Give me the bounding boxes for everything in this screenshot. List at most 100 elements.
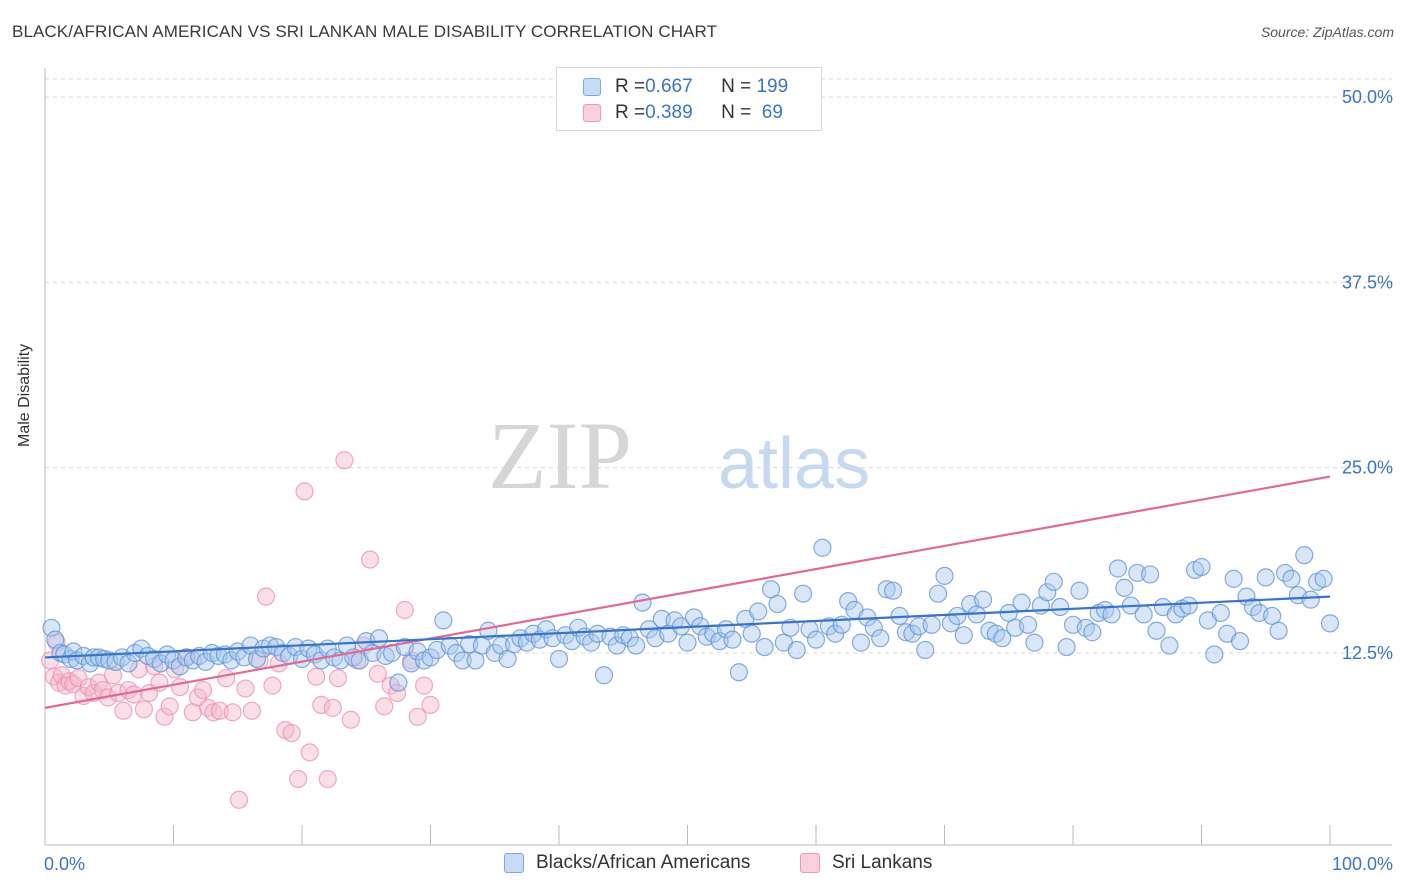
legend-swatch-blue [583, 78, 601, 96]
black-african-american-point [1012, 593, 1031, 612]
legend-r-value: 0.667 [645, 76, 693, 97]
sri-lankan-point [307, 667, 326, 686]
legend: R = 0.667 N = 199 R = 0.389 N = 69 [556, 67, 822, 131]
black-african-american-point [794, 584, 813, 603]
sri-lankan-point [282, 723, 301, 743]
black-african-american-point [1108, 559, 1128, 578]
legend-n-label: N = [721, 102, 757, 123]
legend-r-label: R = [615, 76, 646, 97]
black-african-american-point [42, 618, 61, 637]
black-african-american-point [389, 673, 408, 692]
black-african-american-point [247, 649, 267, 669]
black-african-american-point [787, 640, 806, 660]
legend-n-value: 69 [756, 102, 783, 123]
bottom-legend-label-srilankans: Sri Lankans [832, 852, 933, 873]
blacks-points [42, 538, 1340, 692]
y-tick-label: 37.5% [1342, 272, 1393, 292]
bottom-legend-swatch-blue [504, 853, 524, 873]
y-tick-label: 12.5% [1342, 643, 1393, 663]
black-african-american-point [1160, 636, 1179, 655]
black-african-american-point [871, 629, 890, 648]
black-african-american-point [806, 630, 826, 649]
bottom-legend-swatch-pink [800, 853, 820, 873]
sri-lankan-point [375, 697, 394, 716]
black-african-american-point [768, 594, 787, 614]
sri-lankan-point [114, 701, 133, 720]
black-african-american-point [434, 611, 453, 630]
black-african-american-point [1205, 645, 1224, 664]
legend-row-blacks: R = 0.667 N = 199 [557, 75, 788, 99]
sri-lankan-point [229, 790, 249, 809]
black-african-american-point [1134, 605, 1153, 624]
legend-n-value: 199 [756, 76, 789, 97]
sri-lankan-point [421, 695, 440, 714]
sri-lankan-point [64, 675, 83, 694]
black-african-american-point [1179, 596, 1198, 615]
black-african-american-point [582, 633, 601, 652]
watermark: ZIP atlas [488, 402, 870, 509]
black-african-american-point [954, 626, 973, 645]
sri-lankan-point [223, 703, 242, 722]
black-african-american-point [922, 615, 941, 634]
black-african-american-point [119, 654, 138, 673]
black-african-american-point [1301, 590, 1320, 609]
black-african-american-point [1282, 569, 1301, 588]
chart-title: BLACK/AFRICAN AMERICAN VS SRI LANKAN MAL… [12, 22, 718, 41]
black-african-american-point [1057, 637, 1076, 657]
black-african-american-point [678, 633, 697, 652]
black-african-american-point [883, 581, 903, 600]
black-african-american-point [903, 624, 922, 643]
sri-lankan-point [155, 707, 174, 726]
black-african-american-point [781, 618, 800, 637]
bottom-legend-srilankans: Sri Lankans [800, 852, 932, 874]
sri-lankan-point [217, 669, 236, 688]
y-tick-label: 50.0% [1342, 87, 1393, 107]
sri-lankan-point [341, 710, 360, 729]
black-african-american-point [1083, 623, 1102, 642]
black-african-american-point [993, 629, 1012, 648]
sri-lankan-point [295, 482, 314, 501]
sri-lankan-point [170, 678, 190, 697]
black-african-american-point [594, 666, 614, 685]
black-african-american-point [626, 636, 646, 655]
sri-lankans-points [41, 451, 440, 809]
black-african-american-point [749, 602, 768, 621]
sri-lankan-point [204, 703, 223, 722]
sri-lankan-point [300, 743, 319, 762]
black-african-american-point [877, 580, 896, 599]
sri-lankan-point [124, 685, 143, 704]
legend-swatch-pink [583, 104, 601, 122]
sri-lankan-point [289, 769, 308, 789]
sri-lankan-point [408, 707, 427, 726]
black-african-american-point [421, 648, 440, 667]
black-african-american-point [839, 592, 858, 611]
black-african-american-point [813, 538, 832, 557]
sri-lankan-point [79, 678, 98, 697]
black-african-american-point [1211, 603, 1230, 623]
sri-lankan-point [263, 676, 282, 695]
source-label: Source: ZipAtlas.com [1260, 24, 1394, 40]
black-african-american-point [973, 590, 993, 609]
black-african-american-point [1115, 578, 1134, 597]
black-african-american-point [723, 630, 742, 649]
black-african-american-point [1230, 632, 1250, 651]
black-african-american-point [1140, 565, 1160, 584]
black-african-american-point [633, 593, 652, 612]
black-african-american-point [1038, 583, 1057, 602]
axes [44, 68, 1392, 846]
black-african-american-point [916, 640, 935, 660]
sri-lankan-point [328, 669, 348, 688]
black-african-american-point [948, 606, 967, 626]
black-african-american-point [1192, 557, 1211, 577]
sri-lankan-point [160, 697, 179, 716]
black-african-american-point [1320, 614, 1340, 633]
y-axis-label: Male Disability [16, 343, 33, 447]
sri-lankan-point [335, 451, 354, 470]
bottom-legend-label-blacks: Blacks/African Americans [536, 852, 751, 873]
trend-line-blacks [44, 595, 1331, 659]
black-african-american-point [1025, 633, 1044, 652]
x-tick-label: 0.0% [44, 854, 85, 874]
watermark-atlas: atlas [718, 424, 870, 504]
sri-lankan-point [312, 695, 331, 714]
